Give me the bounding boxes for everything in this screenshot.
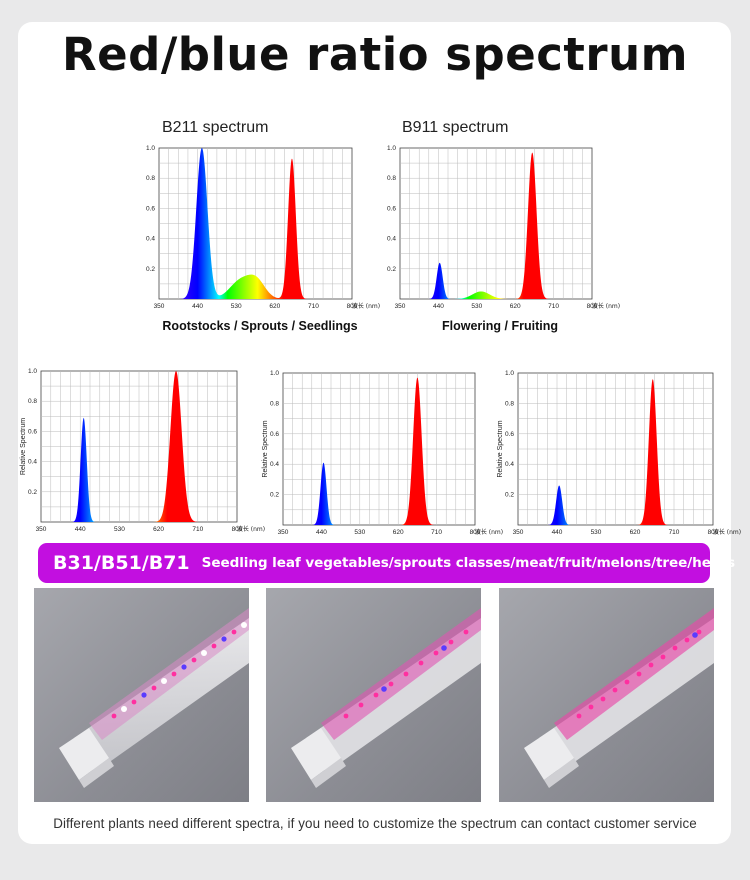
x-tick-label: 800 <box>347 303 358 310</box>
grid-lines <box>400 148 592 299</box>
y-tick-label: 0.4 <box>146 236 155 243</box>
y-tick-label: 1.0 <box>28 368 37 375</box>
footer-note: Different plants need different spectra,… <box>53 816 697 831</box>
y-tick-label: 0.6 <box>270 431 279 438</box>
photo-b71-light-tube <box>499 588 714 802</box>
x-tick-label: 440 <box>75 526 86 533</box>
x-tick-label: 710 <box>431 529 442 536</box>
banner-description: Seedling leaf vegetables/sprouts classes… <box>201 555 736 571</box>
spectrum-curve <box>159 148 352 299</box>
y-tick-label: 0.6 <box>387 205 396 212</box>
x-tick-label: 800 <box>708 529 719 536</box>
b911-caption: Flowering / Fruiting <box>442 319 558 333</box>
x-axis-label: 波长 (nm) <box>475 528 503 536</box>
y-tick-label: 0.2 <box>28 489 37 496</box>
model-banner: B31/B51/B71 Seedling leaf vegetables/spr… <box>38 543 735 583</box>
y-tick-label: 0.4 <box>505 461 514 468</box>
y-axis-label: Relative Spectrum <box>497 420 504 477</box>
page-title: Red/blue ratio spectrum <box>61 28 689 81</box>
photo-b31-light-tube <box>34 588 249 802</box>
b911-spectrum-label: B911 spectrum <box>402 119 509 136</box>
x-tick-label: 800 <box>587 303 598 310</box>
x-tick-label: 530 <box>591 529 602 536</box>
x-tick-label: 620 <box>630 529 641 536</box>
y-tick-label: 1.0 <box>270 370 279 377</box>
y-tick-label: 0.4 <box>28 459 37 466</box>
x-tick-label: 530 <box>354 529 365 536</box>
x-axis-label: 波长 (nm) <box>237 525 265 533</box>
y-tick-label: 1.0 <box>387 145 396 152</box>
y-tick-label: 0.8 <box>146 175 155 182</box>
x-tick-label: 710 <box>669 529 680 536</box>
x-tick-label: 350 <box>278 529 289 536</box>
y-tick-label: 0.2 <box>387 266 396 273</box>
y-tick-label: 0.2 <box>270 492 279 499</box>
x-tick-label: 620 <box>510 303 521 310</box>
y-tick-label: 0.6 <box>505 431 514 438</box>
x-axis-label: 波长 (nm) <box>592 302 620 310</box>
x-axis-label: 波长 (nm) <box>352 302 380 310</box>
x-tick-label: 440 <box>316 529 327 536</box>
x-tick-label: 620 <box>269 303 280 310</box>
y-tick-label: 0.4 <box>387 236 396 243</box>
photo-b51-light-tube <box>266 588 481 802</box>
y-tick-label: 0.6 <box>28 428 37 435</box>
x-tick-label: 710 <box>308 303 319 310</box>
x-tick-label: 620 <box>153 526 164 533</box>
banner-model-codes: B31/B51/B71 <box>53 552 190 574</box>
x-tick-label: 710 <box>192 526 203 533</box>
y-tick-label: 0.8 <box>387 175 396 182</box>
b211-caption: Rootstocks / Sprouts / Seedlings <box>162 319 358 333</box>
x-tick-label: 350 <box>513 529 524 536</box>
y-tick-label: 0.8 <box>28 398 37 405</box>
x-tick-label: 530 <box>114 526 125 533</box>
y-tick-label: 0.2 <box>505 492 514 499</box>
y-tick-label: 1.0 <box>505 370 514 377</box>
grid-lines <box>283 373 475 525</box>
x-tick-label: 710 <box>548 303 559 310</box>
x-tick-label: 440 <box>433 303 444 310</box>
y-tick-label: 0.4 <box>270 461 279 468</box>
x-tick-label: 440 <box>192 303 203 310</box>
x-tick-label: 440 <box>552 529 563 536</box>
x-axis-label: 波长 (nm) <box>713 528 741 536</box>
x-tick-label: 350 <box>395 303 406 310</box>
x-tick-label: 530 <box>231 303 242 310</box>
y-axis-label: Relative Spectrum <box>20 418 27 475</box>
b211-spectrum-label: B211 spectrum <box>162 119 269 136</box>
grid-lines <box>518 373 713 525</box>
y-axis-label: Relative Spectrum <box>262 420 269 477</box>
y-tick-label: 0.2 <box>146 266 155 273</box>
y-tick-label: 0.6 <box>146 205 155 212</box>
x-tick-label: 800 <box>232 526 243 533</box>
x-tick-label: 620 <box>393 529 404 536</box>
x-tick-label: 350 <box>154 303 165 310</box>
y-tick-label: 1.0 <box>146 145 155 152</box>
x-tick-label: 530 <box>471 303 482 310</box>
x-tick-label: 350 <box>36 526 47 533</box>
y-tick-label: 0.8 <box>270 400 279 407</box>
x-tick-label: 800 <box>470 529 481 536</box>
y-tick-label: 0.8 <box>505 400 514 407</box>
